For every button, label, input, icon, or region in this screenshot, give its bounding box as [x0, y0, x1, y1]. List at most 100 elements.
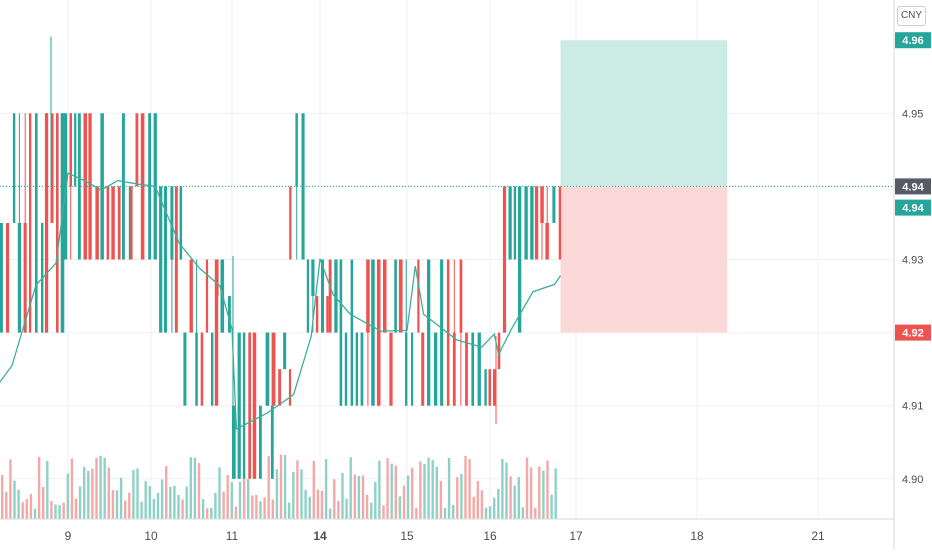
volume-bar: [111, 490, 115, 519]
x-tick-label: 14: [313, 529, 327, 543]
volume-bar: [33, 508, 37, 519]
volume-bar: [78, 486, 82, 519]
x-tick-label: 9: [65, 529, 72, 543]
volume-bar: [29, 494, 33, 519]
candle: [95, 186, 99, 260]
volume-bar: [419, 461, 422, 519]
y-tick-label: 4.90: [902, 474, 923, 486]
candle: [215, 259, 219, 297]
candle: [344, 332, 348, 406]
candle: [477, 332, 481, 406]
candle: [355, 332, 358, 406]
volume-bar: [484, 507, 488, 519]
volume-bar: [365, 494, 369, 519]
price-badge: [895, 199, 931, 216]
volume-bar: [210, 507, 213, 519]
volume-bar: [132, 470, 135, 519]
candle: [228, 296, 231, 333]
volume-bar: [472, 496, 475, 519]
candle: [50, 113, 54, 223]
x-tick-label: 11: [226, 529, 239, 543]
volume-bar: [374, 481, 377, 519]
volume-bar: [333, 479, 336, 519]
candle: [518, 186, 522, 333]
volume-bar: [468, 459, 471, 519]
volume-bar: [394, 465, 397, 519]
volume-bar: [222, 491, 225, 519]
candle: [328, 259, 332, 333]
volume-bar: [435, 466, 438, 519]
volume-bar: [173, 485, 176, 519]
volume-bar: [378, 460, 381, 519]
candle: [130, 186, 133, 260]
candle: [394, 259, 397, 333]
volume-bar: [370, 502, 373, 519]
volume-bar: [66, 473, 69, 519]
candle: [174, 186, 178, 333]
volume-bar: [50, 501, 53, 519]
volume-bar: [21, 502, 24, 519]
candle: [6, 222, 10, 333]
volume-bar: [74, 498, 78, 519]
volume-bar: [361, 475, 365, 519]
volume-bar: [255, 494, 258, 519]
volume-bar: [464, 456, 467, 519]
candle: [248, 332, 251, 479]
volume-bar: [529, 467, 533, 519]
candle: [135, 113, 139, 187]
volume-bar: [279, 454, 283, 519]
volume-bar: [304, 489, 307, 519]
candle: [321, 259, 324, 333]
volume-bar: [398, 496, 402, 519]
volume-bar: [267, 456, 270, 519]
volume-bar: [324, 459, 328, 519]
volume-bar: [46, 460, 49, 519]
volume-bar: [5, 491, 8, 519]
volume-bar: [87, 470, 90, 519]
volume-bar: [534, 508, 537, 519]
volume-bar: [292, 471, 295, 519]
price-badge: [895, 32, 931, 49]
y-tick-label: 4.95: [902, 108, 923, 120]
volume-bar: [275, 469, 279, 519]
candle: [265, 332, 270, 406]
target-zone: [560, 40, 728, 187]
y-tick-label: 4.91: [902, 401, 923, 413]
candle: [0, 222, 3, 333]
volume-bar: [402, 485, 406, 519]
volume-bar: [185, 486, 188, 519]
volume-bar: [386, 458, 389, 519]
volume-bar: [238, 481, 242, 519]
candle: [211, 332, 214, 406]
candle: [558, 186, 562, 260]
volume-bar: [480, 490, 484, 519]
volume-bar: [54, 504, 57, 519]
volume-bar: [140, 501, 143, 519]
volume-bar: [169, 486, 172, 519]
x-tick-label: 21: [811, 529, 825, 543]
volume-bar: [83, 467, 86, 519]
volume-bar: [316, 489, 320, 519]
volume-bar: [447, 457, 451, 519]
currency-button[interactable]: CNY: [897, 6, 926, 26]
volume-bar: [259, 501, 262, 519]
candles: [0, 36, 562, 479]
indicator-lines: [0, 172, 894, 431]
volume-bar: [13, 480, 16, 519]
volume-bar: [308, 496, 311, 519]
x-tick-label: 10: [144, 529, 158, 543]
candle: [259, 405, 262, 479]
volume-bar: [513, 485, 516, 519]
volume-bar: [95, 457, 98, 519]
x-tick-label: 17: [569, 529, 583, 543]
volume-bar: [505, 462, 508, 519]
volume-bar: [226, 474, 229, 519]
volume-bar: [382, 505, 385, 519]
volume-bar: [9, 459, 12, 519]
volume-bar: [107, 467, 110, 519]
position-tool[interactable]: [560, 40, 728, 333]
candle: [484, 369, 487, 406]
volume-bar: [214, 492, 217, 519]
